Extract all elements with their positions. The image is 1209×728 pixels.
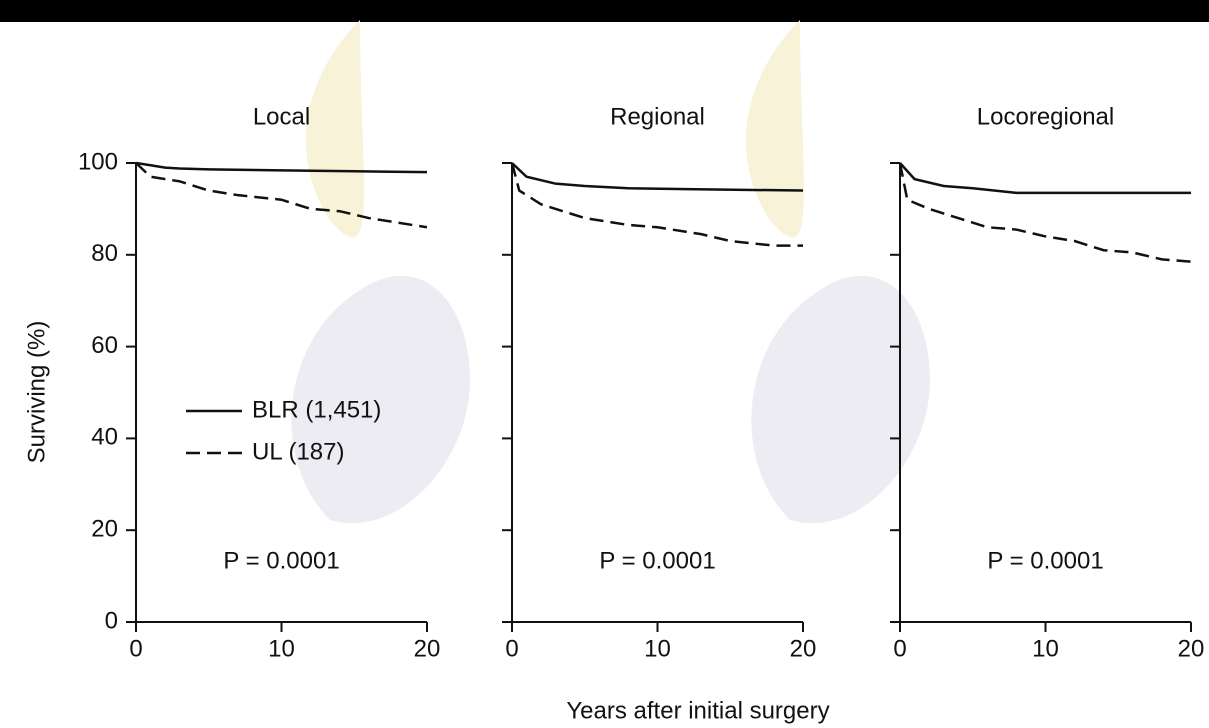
chart: Years after initial surgery Local Survivi…	[0, 0, 1209, 728]
y-tick-label: 60	[91, 332, 118, 359]
y-tick-label: 100	[78, 148, 118, 175]
x-axis-label: Years after initial surgery	[566, 697, 829, 724]
legend-label: BLR (1,451)	[252, 396, 381, 423]
x-tick-label: 10	[644, 635, 671, 662]
survival-line	[900, 163, 1191, 193]
panel-title: Local	[253, 103, 310, 130]
watermark	[746, 20, 804, 238]
watermark	[751, 276, 930, 523]
annotation: P = 0.0001	[599, 547, 715, 574]
x-tick-label: 10	[268, 635, 295, 662]
y-tick-label: 0	[105, 607, 118, 634]
annotation: P = 0.0001	[987, 547, 1103, 574]
y-tick-label: 40	[91, 424, 118, 451]
panel-title: Regional	[610, 103, 705, 130]
x-tick-label: 20	[414, 635, 441, 662]
survival-line	[136, 163, 427, 172]
x-tick-label: 0	[893, 635, 906, 662]
x-tick-label: 0	[505, 635, 518, 662]
x-tick-label: 10	[1032, 635, 1059, 662]
watermark	[306, 20, 364, 238]
y-tick-label: 80	[91, 240, 118, 267]
panel-title: Locoregional	[977, 103, 1114, 130]
annotation: P = 0.0001	[223, 547, 339, 574]
y-axis-label: Surviving (%)	[23, 321, 50, 464]
x-tick-label: 20	[1178, 635, 1205, 662]
x-tick-label: 0	[129, 635, 142, 662]
y-tick-label: 20	[91, 516, 118, 543]
survival-line	[900, 163, 1191, 262]
x-tick-label: 20	[790, 635, 817, 662]
top-frame	[0, 0, 1209, 22]
legend-label: UL (187)	[252, 438, 344, 465]
